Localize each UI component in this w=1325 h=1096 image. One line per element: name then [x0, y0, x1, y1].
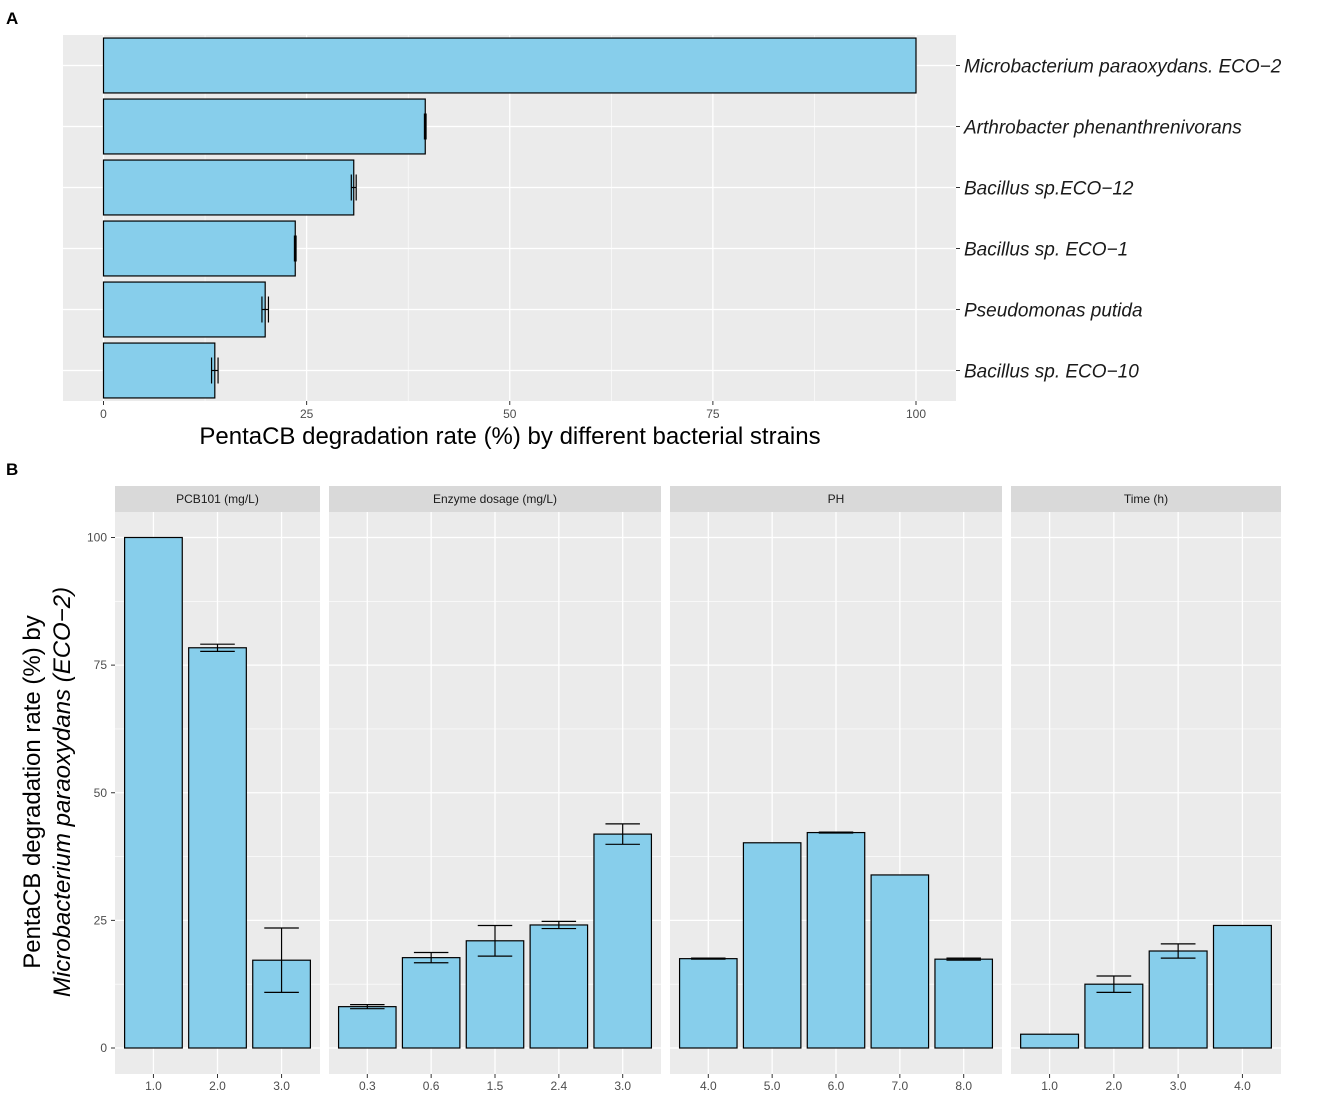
panel-b-bar: [401, 957, 461, 1049]
panel-a-category-label: Bacillus sp. ECO−1: [964, 240, 1128, 261]
panel-b-bar: [1148, 950, 1208, 1049]
panel-b-x-tick-label: 2.0: [1106, 1079, 1123, 1093]
panel-a-error-bar: [261, 296, 270, 323]
panel-b-x-tick-label: 1.0: [1041, 1079, 1058, 1093]
panel-b-x-tick-label: 4.0: [700, 1079, 717, 1093]
panel-a-x-tick-label: 25: [300, 407, 314, 421]
panel-b-error-bar: [1160, 943, 1196, 959]
panel-a-x-tick-label: 75: [706, 407, 720, 421]
panel-b-x-tick-label: 1.0: [145, 1079, 162, 1093]
panel-b-facet: Time (h) 1.0 2.0 3.0 4.0: [1011, 486, 1281, 1093]
panel-a-bar: [102, 159, 355, 216]
panel-b-facet-title: Time (h): [1124, 492, 1168, 506]
panel-b-y-axis-title-line1: PentaCB degradation rate (%) by: [19, 615, 46, 969]
panel-b-error-bar: [1096, 975, 1132, 993]
panel-a-x-tick-label: 0: [100, 407, 107, 421]
panel-b-bar: [934, 958, 994, 1049]
panel-b-x-tick-label: 2.4: [551, 1079, 568, 1093]
panel-a-x-tick-label: 50: [503, 407, 517, 421]
panel-b-facet-title: PH: [828, 492, 845, 506]
panel-a-error-bar: [210, 357, 219, 384]
panel-b-facet: PCB101 (mg/L) 1.0 2.0 3.0: [115, 486, 320, 1093]
panel-b-bar: [593, 833, 653, 1049]
panel-b-facet: Enzyme dosage (mg/L) 0.3 0.6 1.5 2.4 3.0: [329, 486, 661, 1093]
panel-a-category-label: Bacillus sp. ECO−10: [964, 362, 1139, 383]
panel-a-category-label: Pseudomonas putida: [964, 301, 1143, 322]
panel-b-y-axis-title-line2: Microbacterium paraoxydans (ECO−2): [49, 587, 76, 997]
panel-a-error-bar: [293, 235, 297, 262]
panel-b-error-bar: [818, 831, 854, 834]
panel-b-label: B: [6, 460, 18, 479]
panel-b-facet: PH 4.0 5.0 6.0 7.0 8.0: [670, 486, 1002, 1093]
panel-a-bar: [102, 281, 266, 338]
panel-b-bar: [1020, 1033, 1080, 1049]
panel-b-bar: [337, 1006, 397, 1049]
panel-b-error-bar: [413, 951, 449, 964]
panel-b-error-bar: [605, 823, 640, 845]
panel-b-error-bar: [691, 957, 726, 960]
panel-b-x-tick-label: 4.0: [1234, 1079, 1251, 1093]
panel-b-x-tick-label: 6.0: [828, 1079, 845, 1093]
panel-a-x-axis-title: PentaCB degradation rate (%) by differen…: [199, 423, 820, 450]
panel-b-x-tick-label: 3.0: [1170, 1079, 1187, 1093]
panel-a-bar: [102, 342, 216, 399]
panel-b-y-tick-label: 0: [100, 1041, 107, 1055]
panel-b-facet-strip: [670, 486, 1002, 512]
panel-b-facet-strip: [115, 486, 320, 512]
panel-b-bar: [1084, 983, 1144, 1049]
panel-a-error-bar: [423, 113, 427, 140]
panel-b-y-tick-label: 100: [87, 531, 107, 545]
panel-b-bar: [870, 874, 930, 1049]
panel-b-x-tick-label: 3.0: [614, 1079, 631, 1093]
panel-b-error-bar: [946, 957, 981, 961]
panel-a-bar: [102, 220, 296, 277]
panel-a-x-tick-label: 100: [906, 407, 926, 421]
panel-b-y-tick-label: 75: [94, 658, 108, 672]
panel-b-bar: [806, 831, 866, 1049]
panel-b-facet-title: Enzyme dosage (mg/L): [433, 492, 557, 506]
panel-b-y-tick-label: 25: [94, 913, 108, 927]
panel-a-category-label: Microbacterium paraoxydans. ECO−2: [964, 57, 1282, 78]
panel-b-x-tick-label: 5.0: [764, 1079, 781, 1093]
panel-b-bar: [529, 924, 589, 1049]
panel-b-y-tick-label: 50: [94, 786, 108, 800]
panel-b-bar: [678, 958, 738, 1049]
panel-b-x-tick-label: 0.3: [359, 1079, 376, 1093]
panel-b-x-tick-label: 7.0: [892, 1079, 909, 1093]
panel-b-bar: [124, 536, 183, 1049]
panel-b-x-tick-label: 2.0: [209, 1079, 226, 1093]
panel-a-category-label: Arthrobacter phenanthrenivorans: [963, 118, 1242, 139]
panel-b-x-tick-label: 0.6: [423, 1079, 440, 1093]
panel-b-error-bar: [541, 920, 577, 930]
panel-b-facet-title: PCB101 (mg/L): [176, 492, 259, 506]
panel-b-bar: [465, 940, 525, 1049]
panel-a-error-bar: [350, 174, 357, 201]
panel-b-bar: [1212, 924, 1272, 1049]
panel-b-x-tick-label: 1.5: [487, 1079, 504, 1093]
panel-a-bar: [102, 37, 917, 94]
panel-a-bar: [102, 98, 426, 155]
panel-b-error-bar: [477, 924, 513, 957]
panel-b-error-bar: [200, 643, 235, 652]
panel-b-bar: [188, 647, 247, 1049]
panel-a-category-label: Bacillus sp.ECO−12: [964, 179, 1134, 200]
panel-b-x-tick-label: 8.0: [955, 1079, 972, 1093]
panel-b-error-bar: [264, 927, 299, 993]
panel-b-x-tick-label: 3.0: [273, 1079, 290, 1093]
panel-a-chart: 0 25 50 75 100 Microbacterium paraoxydans. EC…: [63, 35, 1282, 421]
panel-b-error-bar: [350, 1004, 385, 1010]
panel-a-label: A: [6, 9, 18, 28]
panel-b-facet-strip: [1011, 486, 1281, 512]
panel-b-bar: [742, 842, 802, 1049]
panel-b-facet-strip: [329, 486, 661, 512]
